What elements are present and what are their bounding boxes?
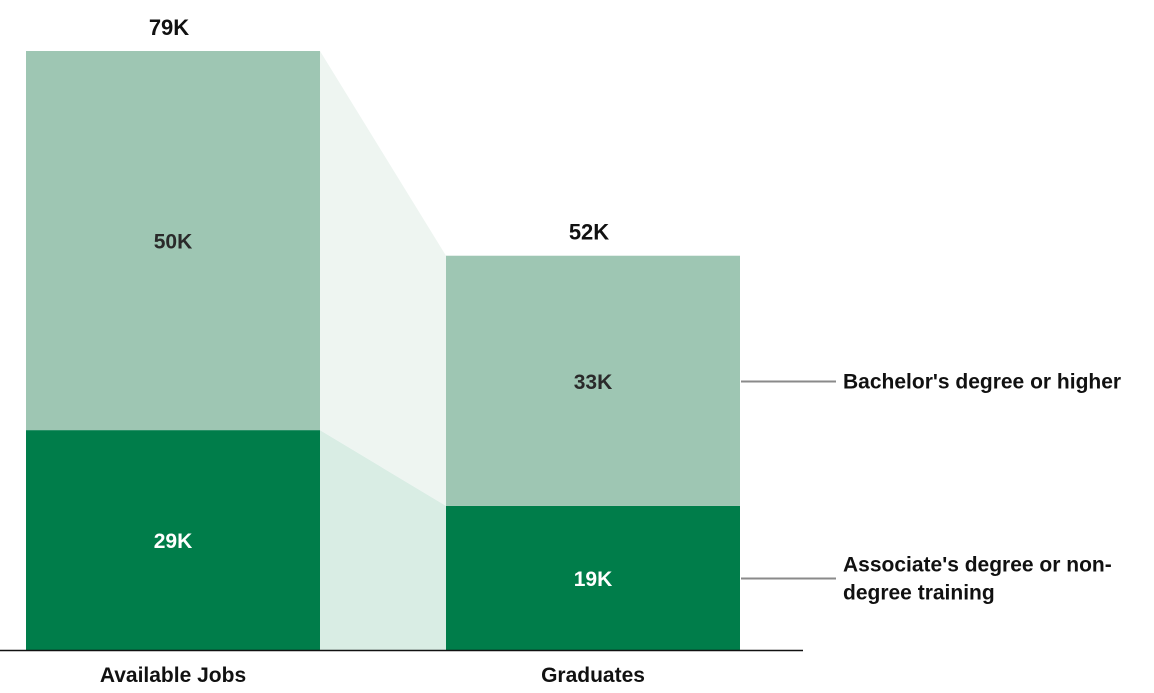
total-label-1: 52K xyxy=(569,220,609,245)
segment-label-0-series-1: 50K xyxy=(154,231,193,254)
legend: Associate's degree or non-degree trainin… xyxy=(741,371,1121,605)
connector-0-series-0 xyxy=(320,430,446,650)
total-label-0: 79K xyxy=(149,15,189,40)
category-label-0: Available Jobs xyxy=(100,664,246,687)
label-layer: 29K 50K 79K Available Jobs 19K 33K 52K Graduate… xyxy=(100,15,645,687)
legend-label-series-0-line-0: Associate's degree or non- xyxy=(843,554,1112,577)
legend-label-series-1-line-0: Bachelor's degree or higher xyxy=(843,371,1121,394)
bar-segment-0-series-1 xyxy=(26,51,320,431)
segment-label-1-series-0: 19K xyxy=(574,568,613,591)
bar-segment-0-series-0 xyxy=(26,430,320,650)
segment-label-1-series-1: 33K xyxy=(574,371,613,394)
connector-layer xyxy=(320,51,446,650)
bar-segment-1-series-1 xyxy=(446,255,740,506)
legend-label-series-0-line-1: degree training xyxy=(843,582,995,605)
segment-label-0-series-0: 29K xyxy=(154,530,193,553)
bar-layer xyxy=(26,51,740,650)
bar-segment-1-series-0 xyxy=(446,505,740,650)
connector-0-series-1 xyxy=(320,51,446,506)
category-label-1: Graduates xyxy=(541,664,645,687)
